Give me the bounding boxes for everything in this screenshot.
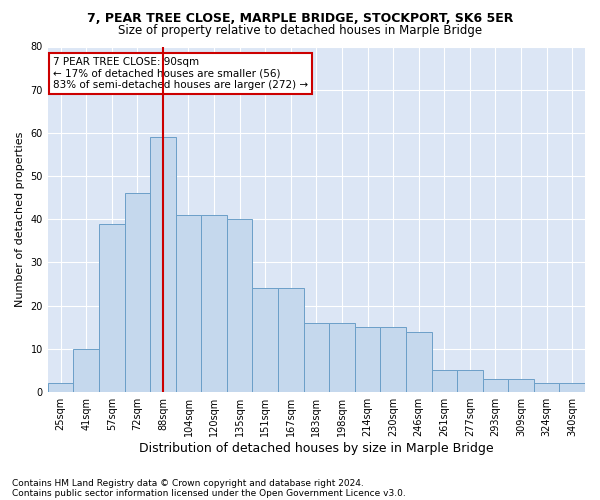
Bar: [227, 220, 253, 392]
Text: Size of property relative to detached houses in Marple Bridge: Size of property relative to detached ho…: [118, 24, 482, 37]
Bar: [99, 224, 125, 392]
Bar: [253, 288, 278, 392]
Bar: [355, 328, 380, 392]
Bar: [406, 332, 431, 392]
Bar: [48, 384, 73, 392]
Text: Contains HM Land Registry data © Crown copyright and database right 2024.: Contains HM Land Registry data © Crown c…: [12, 478, 364, 488]
Bar: [457, 370, 482, 392]
Bar: [278, 288, 304, 392]
Text: 7, PEAR TREE CLOSE, MARPLE BRIDGE, STOCKPORT, SK6 5ER: 7, PEAR TREE CLOSE, MARPLE BRIDGE, STOCK…: [87, 12, 513, 26]
Text: Contains public sector information licensed under the Open Government Licence v3: Contains public sector information licen…: [12, 488, 406, 498]
Bar: [380, 328, 406, 392]
Bar: [201, 215, 227, 392]
Y-axis label: Number of detached properties: Number of detached properties: [15, 132, 25, 307]
Bar: [125, 194, 150, 392]
Bar: [559, 384, 585, 392]
Bar: [431, 370, 457, 392]
Bar: [508, 379, 534, 392]
Bar: [176, 215, 201, 392]
Bar: [150, 137, 176, 392]
X-axis label: Distribution of detached houses by size in Marple Bridge: Distribution of detached houses by size …: [139, 442, 494, 455]
Bar: [534, 384, 559, 392]
Text: 7 PEAR TREE CLOSE: 90sqm
← 17% of detached houses are smaller (56)
83% of semi-d: 7 PEAR TREE CLOSE: 90sqm ← 17% of detach…: [53, 57, 308, 90]
Bar: [304, 323, 329, 392]
Bar: [73, 349, 99, 392]
Bar: [482, 379, 508, 392]
Bar: [329, 323, 355, 392]
